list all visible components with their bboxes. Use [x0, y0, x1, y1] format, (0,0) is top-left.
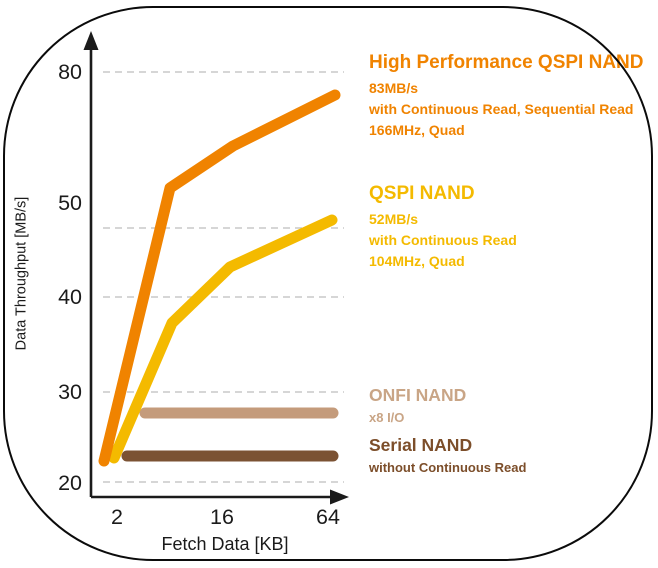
legend-onfi-nand: ONFI NAND x8 I/O	[369, 384, 466, 428]
series-line-qspi-nand	[108, 214, 338, 464]
legend-serial-nand: Serial NAND without Continuous Read	[369, 434, 526, 478]
legend-detail: without Continuous Read	[369, 460, 527, 475]
x-tick-label: 16	[210, 505, 234, 529]
series-line-high-performance-qspi-nand	[98, 89, 341, 467]
x-tick-label: 64	[316, 505, 340, 529]
legend-qspi-nand: QSPI NAND 52MB/s with Continuous Read 10…	[369, 181, 517, 272]
legend-detail: 83MB/s	[369, 80, 419, 96]
legend-detail: x8 I/O	[369, 410, 405, 425]
y-tick-label: 30	[58, 380, 82, 404]
legend-high-performance-qspi-nand: High Performance QSPI NAND 83MB/s with C…	[369, 50, 644, 141]
legend-title: QSPI NAND	[369, 183, 475, 204]
y-axis-arrowhead-icon	[83, 31, 99, 50]
y-tick-label: 80	[58, 60, 82, 84]
y-tick-label: 50	[58, 191, 82, 215]
x-axis-arrowhead-icon	[330, 489, 349, 505]
legend-detail: 52MB/s	[369, 211, 419, 227]
x-axis-title: Fetch Data [KB]	[161, 534, 289, 554]
legend-detail: with Continuous Read	[369, 232, 517, 248]
y-tick-label: 20	[58, 471, 82, 495]
legend-detail: 166MHz, Quad	[369, 122, 465, 138]
legend-title: High Performance QSPI NAND	[369, 52, 644, 73]
legend-title: ONFI NAND	[369, 385, 467, 405]
y-tick-label: 40	[58, 285, 82, 309]
y-axis-title: Data Throughput [MB/s]	[13, 196, 30, 351]
legend-detail: with Continuous Read, Sequential Read	[369, 101, 634, 117]
legend-detail: 104MHz, Quad	[369, 253, 465, 269]
legend-title: Serial NAND	[369, 435, 473, 455]
x-tick-label: 2	[111, 505, 123, 529]
